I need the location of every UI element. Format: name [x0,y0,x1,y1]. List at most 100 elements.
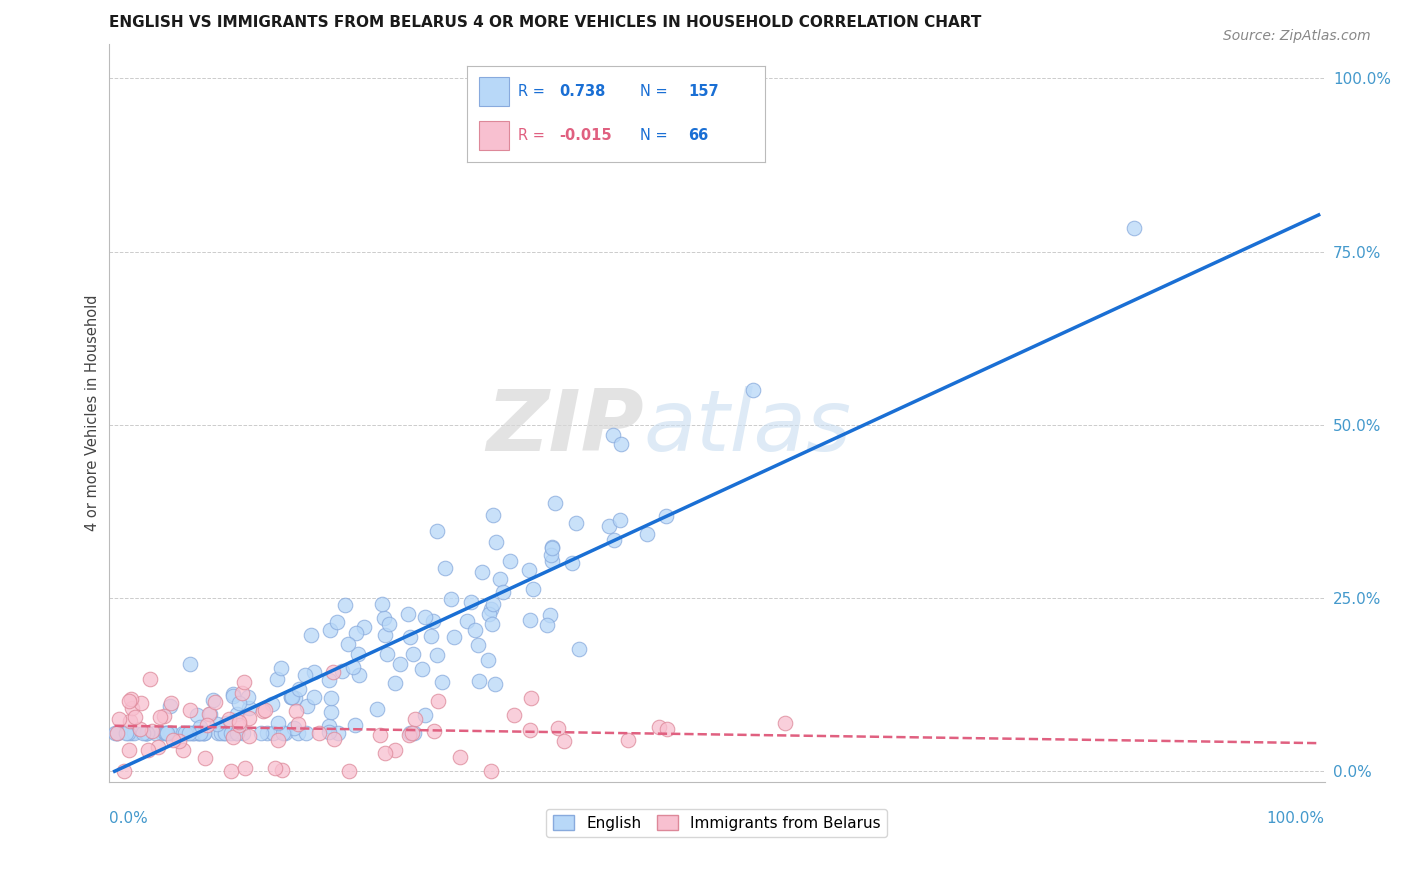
Point [374,628,396,642]
Point [371,597,394,611]
Point [274,726,297,740]
Point [602,428,624,442]
Point [222,689,245,703]
Point [228,718,250,732]
Point [264,761,287,775]
Text: 0.0%: 0.0% [108,811,148,826]
Point [399,630,422,644]
Point [105,726,128,740]
Point [135,726,157,740]
Point [280,690,302,705]
Point [477,653,499,667]
Point [479,602,502,616]
Point [742,383,765,397]
Point [335,598,357,612]
Point [238,711,260,725]
Point [188,726,211,740]
Point [541,554,564,568]
Point [449,749,471,764]
Point [172,726,194,740]
Point [347,648,370,662]
Point [266,672,288,686]
Point [204,695,226,709]
Point [502,707,524,722]
Point [152,709,174,723]
Point [105,726,128,740]
Point [489,572,512,586]
Point [375,647,398,661]
Point [222,687,245,701]
Point [117,726,139,740]
Point [299,628,322,642]
Point [179,657,201,672]
Point [773,716,796,731]
Text: 100.0%: 100.0% [1267,811,1324,826]
Point [176,726,198,740]
Point [120,692,142,706]
Point [553,733,575,747]
Point [499,554,522,568]
Point [146,740,169,755]
Point [433,561,456,575]
Point [228,715,250,730]
Point [193,726,215,740]
Point [411,662,433,676]
Point [565,516,588,530]
Point [232,675,254,690]
Point [318,673,340,687]
Point [194,751,217,765]
Point [368,728,391,742]
Point [271,726,294,740]
Point [467,638,489,652]
Point [159,699,181,714]
Point [183,726,205,740]
Point [222,730,245,744]
Point [132,726,155,740]
Point [187,726,209,740]
Point [481,597,503,611]
Point [174,726,197,740]
Point [271,764,294,778]
Point [388,657,411,672]
Text: atlas: atlas [644,386,852,469]
Point [347,667,370,681]
Point [373,611,395,625]
Point [456,614,478,628]
Point [413,708,436,723]
Point [492,585,515,599]
Point [602,533,624,548]
Point [283,721,305,735]
Point [150,726,173,740]
Point [609,513,631,527]
Point [266,716,288,731]
Point [344,625,367,640]
Point [468,674,491,689]
Point [188,720,211,734]
Point [212,726,235,740]
Point [336,637,359,651]
Point [202,693,225,707]
Point [262,726,284,740]
Point [396,607,419,621]
Y-axis label: 4 or more Vehicles in Household: 4 or more Vehicles in Household [86,294,100,531]
Point [517,563,540,577]
Point [536,618,558,632]
Point [252,705,274,719]
Point [159,726,181,740]
Point [121,700,143,714]
Point [540,549,562,563]
Point [131,696,153,710]
Point [159,726,181,740]
Point [141,724,163,739]
Point [180,726,202,740]
Point [225,726,247,740]
Point [543,496,565,510]
Point [374,746,396,760]
Point [122,726,145,740]
Point [198,706,221,721]
Point [322,731,344,746]
Point [404,712,426,726]
Point [647,720,669,734]
Point [538,607,561,622]
Point [399,726,422,740]
